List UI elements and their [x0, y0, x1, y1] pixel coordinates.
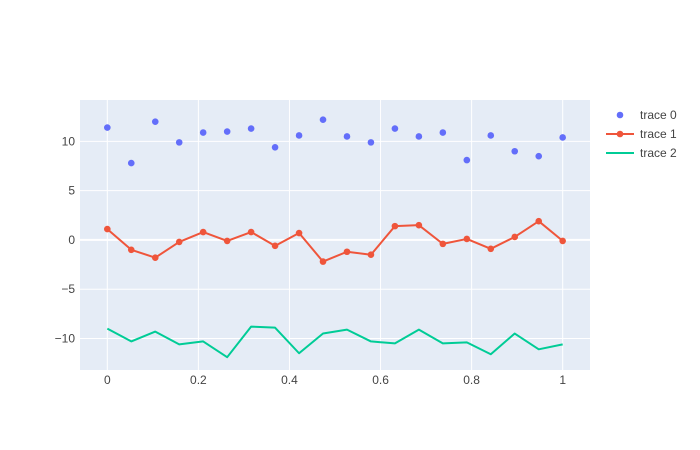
data-point [535, 152, 543, 160]
legend-item[interactable]: trace 0 [616, 108, 677, 122]
x-tick-label: 0.4 [281, 373, 298, 387]
data-point [511, 147, 519, 155]
legend-item[interactable]: trace 1 [606, 127, 677, 141]
data-point [391, 125, 399, 132]
data-point [271, 144, 279, 151]
series-line [106, 220, 564, 263]
data-point [319, 258, 327, 265]
data-point [223, 128, 231, 135]
data-point [511, 233, 519, 241]
data-point [463, 235, 471, 243]
x-tick-label: 0.8 [463, 373, 480, 387]
data-point [151, 254, 159, 261]
legend-label: trace 1 [640, 127, 677, 141]
y-tick-label: 5 [68, 184, 75, 198]
data-point [127, 159, 135, 167]
data-point [559, 134, 566, 141]
data-point [175, 238, 183, 246]
series-layer [104, 116, 566, 359]
series-2 [106, 325, 563, 359]
data-point [559, 237, 566, 245]
data-point [295, 132, 303, 139]
legend: trace 0 trace 1 trace 2 [606, 108, 677, 160]
data-point [271, 242, 279, 250]
y-tick-label: −5 [61, 282, 75, 296]
grid [80, 100, 590, 370]
data-point [391, 222, 399, 230]
data-point [487, 132, 495, 139]
legend-item[interactable]: trace 2 [606, 146, 677, 160]
data-point [127, 246, 135, 254]
data-point [175, 139, 183, 146]
data-point [104, 225, 111, 233]
y-axis-ticks: 10 5 0 −5 −10 [55, 134, 76, 345]
series-line [106, 325, 563, 359]
series-1 [104, 217, 566, 265]
y-tick-label: 0 [68, 233, 75, 247]
data-point [319, 116, 327, 124]
y-tick-label: 10 [62, 134, 76, 148]
data-point [463, 156, 471, 164]
data-point [439, 240, 447, 248]
legend-marker-swatch [616, 130, 624, 138]
data-point [487, 245, 495, 253]
data-point [367, 251, 375, 259]
x-tick-label: 1 [559, 373, 566, 387]
x-axis-ticks: 0 0.2 0.4 0.6 0.8 1 [104, 373, 566, 387]
y-tick-label: −10 [55, 331, 76, 345]
legend-label: trace 2 [640, 146, 677, 160]
data-point [247, 228, 255, 236]
data-point [439, 129, 447, 136]
data-point [367, 139, 375, 146]
x-tick-label: 0 [104, 373, 111, 387]
data-point [151, 118, 159, 125]
legend-marker-swatch [616, 111, 624, 119]
data-point [415, 221, 423, 229]
x-tick-label: 0.6 [372, 373, 389, 387]
plot-area [80, 100, 590, 370]
data-point [343, 133, 351, 140]
data-point [199, 129, 207, 136]
data-point [104, 124, 111, 131]
legend-label: trace 0 [640, 108, 677, 122]
data-point [199, 228, 207, 236]
data-point [343, 248, 351, 256]
series-0 [104, 116, 566, 167]
data-point [295, 229, 303, 237]
data-point [247, 125, 255, 132]
data-point [535, 217, 543, 225]
x-tick-label: 0.2 [190, 373, 207, 387]
data-point [223, 237, 231, 245]
data-point [415, 133, 423, 140]
